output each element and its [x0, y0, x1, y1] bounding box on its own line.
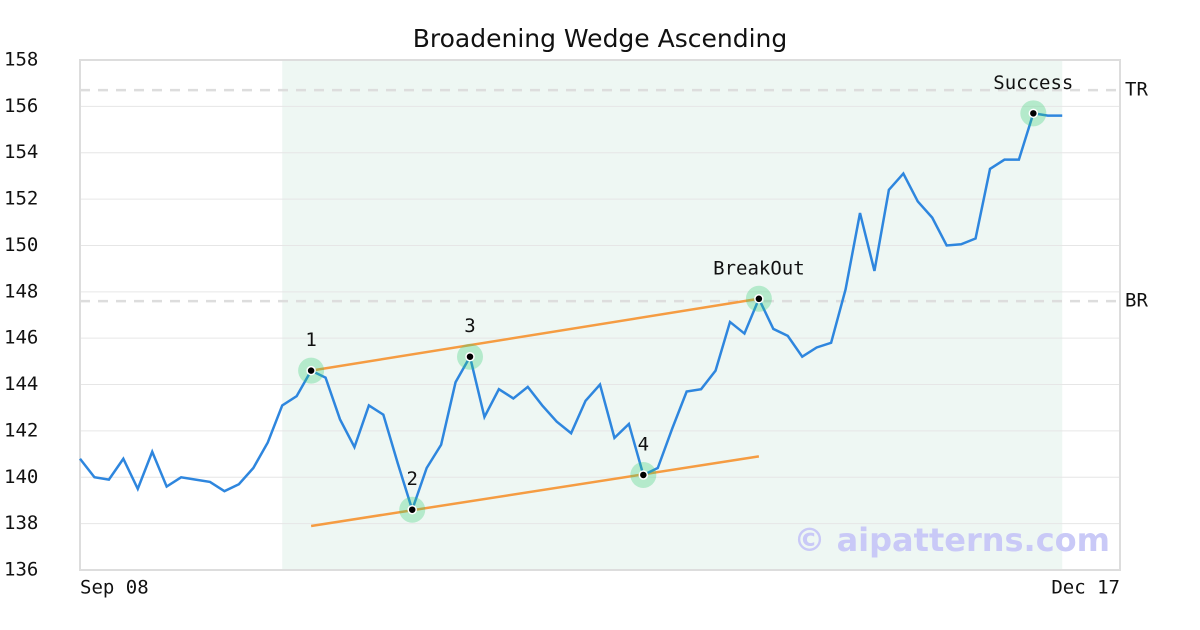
point-label: 4 [638, 433, 649, 455]
point-marker [754, 294, 764, 304]
y-tick-label: 140 [4, 466, 38, 488]
y-tick-label: 152 [4, 188, 38, 210]
plot-frame [79, 59, 1121, 571]
y-tick-label: 142 [4, 419, 38, 441]
x-tick-label: Sep 08 [80, 577, 149, 599]
point-marker [465, 351, 475, 362]
point-marker [306, 365, 316, 376]
y-tick-label: 138 [4, 512, 38, 534]
watermark: © aipatterns.com [793, 521, 1110, 559]
trend-line [310, 455, 760, 528]
y-tick-label: 148 [4, 280, 38, 302]
y-tick-label: 158 [4, 49, 38, 71]
y-tick-label: 136 [4, 559, 38, 581]
trend-line [310, 297, 760, 372]
chart-title: Broadening Wedge Ascending [413, 24, 788, 53]
point-label: BreakOut [713, 257, 805, 279]
point-label: 1 [305, 329, 316, 351]
point-marker [1028, 108, 1039, 119]
shaded-region [282, 60, 1063, 570]
level-label: BR [1125, 290, 1148, 312]
y-tick-label: 150 [4, 234, 38, 256]
point-marker [638, 470, 649, 480]
point-marker [407, 504, 417, 515]
y-tick-label: 156 [4, 95, 38, 117]
x-tick-label: Dec 17 [1051, 577, 1120, 599]
point-label: 3 [464, 315, 475, 337]
y-tick-label: 146 [4, 327, 38, 349]
point-label: Success [993, 72, 1073, 94]
y-tick-label: 144 [4, 373, 38, 395]
price-line [79, 111, 1063, 514]
y-tick-label: 154 [4, 141, 38, 163]
point-label: 2 [406, 468, 417, 490]
level-label: TR [1125, 79, 1148, 101]
